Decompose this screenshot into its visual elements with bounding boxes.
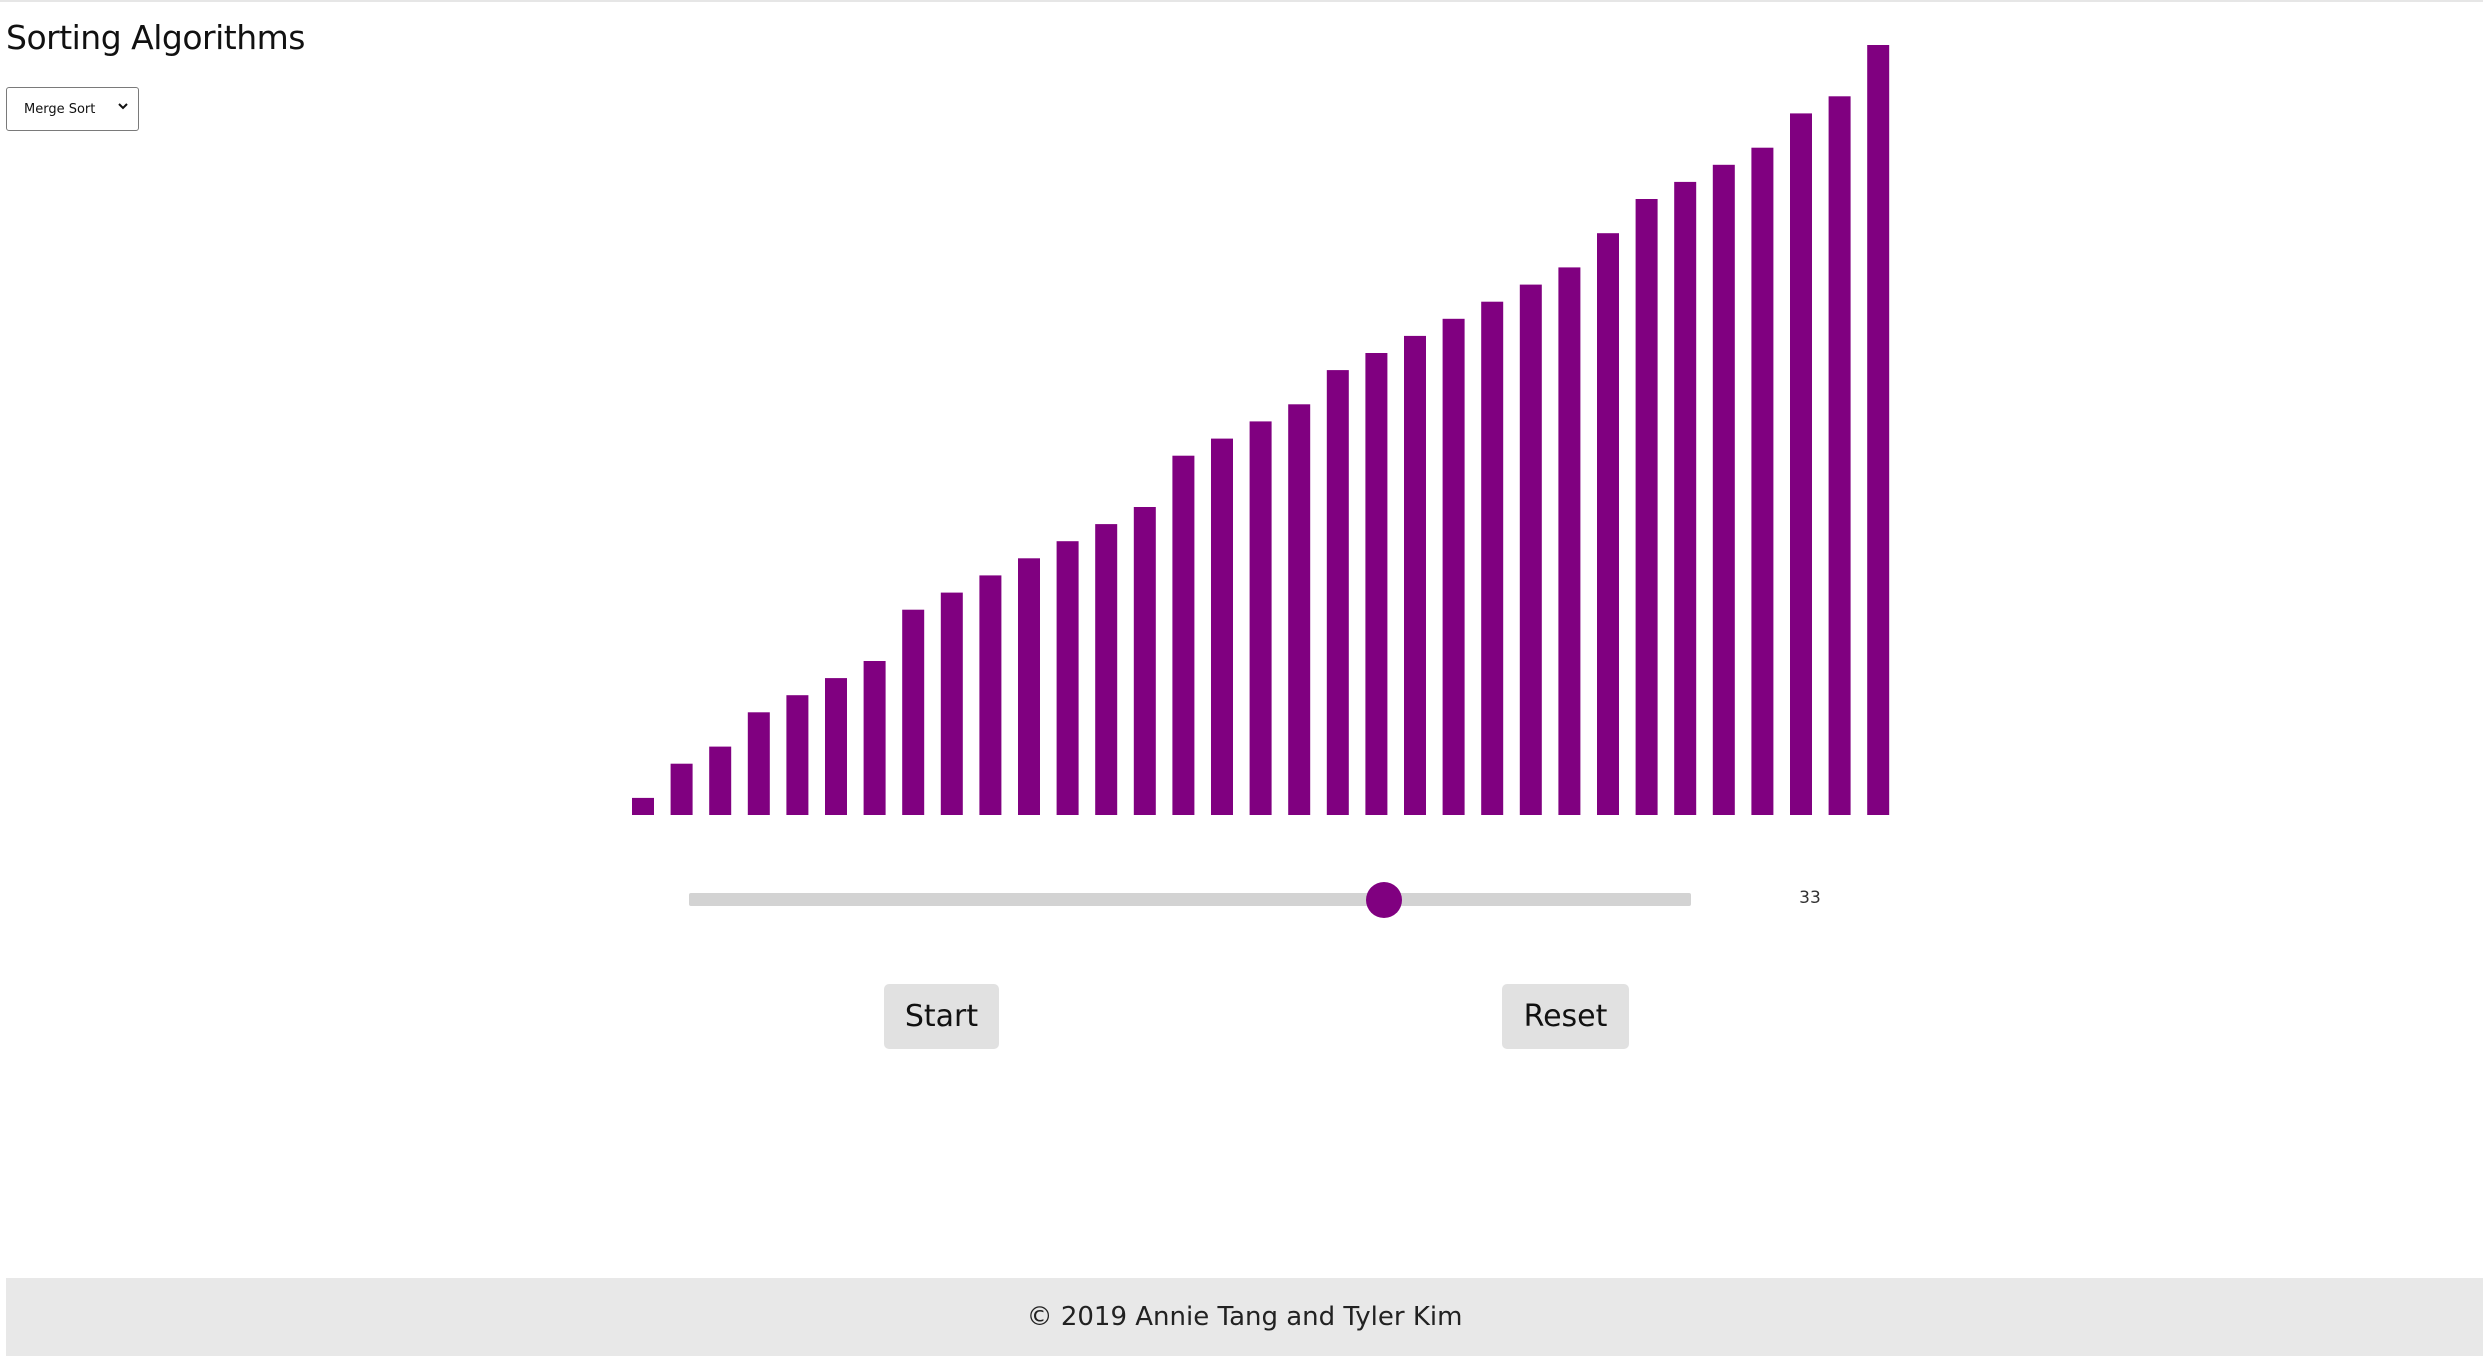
array-size-slider-thumb[interactable] <box>1366 882 1402 918</box>
array-bar <box>1790 113 1812 815</box>
array-bar <box>1095 524 1118 815</box>
array-size-value: 33 <box>1799 888 1821 908</box>
array-bar <box>1018 558 1040 815</box>
array-bar <box>979 575 1002 815</box>
array-bar <box>825 678 847 815</box>
array-bar <box>786 695 809 815</box>
array-bar <box>1442 318 1465 815</box>
array-bar <box>1828 96 1851 816</box>
array-bar <box>1558 267 1581 815</box>
array-bar <box>902 609 925 815</box>
array-bar <box>940 592 963 815</box>
array-bar <box>709 746 732 815</box>
array-bar <box>1712 164 1735 816</box>
array-bar <box>1056 541 1079 815</box>
array-bar <box>1365 353 1388 815</box>
array-bar <box>1288 404 1311 815</box>
chevron-down-icon <box>118 103 128 110</box>
array-bar <box>1519 284 1542 816</box>
array-bar <box>1674 181 1697 815</box>
array-bar <box>1751 147 1774 815</box>
algorithm-select-value: Merge Sort <box>24 101 96 117</box>
top-divider <box>0 0 2483 2</box>
page-title: Sorting Algorithms <box>6 18 305 57</box>
array-bar <box>1404 335 1426 815</box>
array-bar <box>1635 199 1658 815</box>
array-bar <box>747 712 770 815</box>
array-bar <box>1211 438 1233 815</box>
array-bar <box>1597 233 1619 815</box>
array-bar <box>1172 455 1195 815</box>
array-bar <box>1249 421 1272 815</box>
footer-copyright: © 2019 Annie Tang and Tyler Kim <box>1026 1302 1463 1332</box>
array-bar <box>863 661 886 815</box>
start-button[interactable]: Start <box>884 984 999 1049</box>
array-bar <box>1133 507 1156 815</box>
array-bar <box>670 763 693 815</box>
array-bar <box>1867 45 1890 815</box>
bar-chart <box>632 45 1890 816</box>
algorithm-select[interactable]: Merge Sort <box>6 87 139 131</box>
array-bar <box>1326 370 1349 815</box>
array-size-slider-track[interactable] <box>689 893 1691 906</box>
array-bar <box>1481 301 1504 815</box>
footer: © 2019 Annie Tang and Tyler Kim <box>6 1278 2483 1356</box>
reset-button[interactable]: Reset <box>1502 984 1629 1049</box>
array-bar <box>632 797 654 815</box>
